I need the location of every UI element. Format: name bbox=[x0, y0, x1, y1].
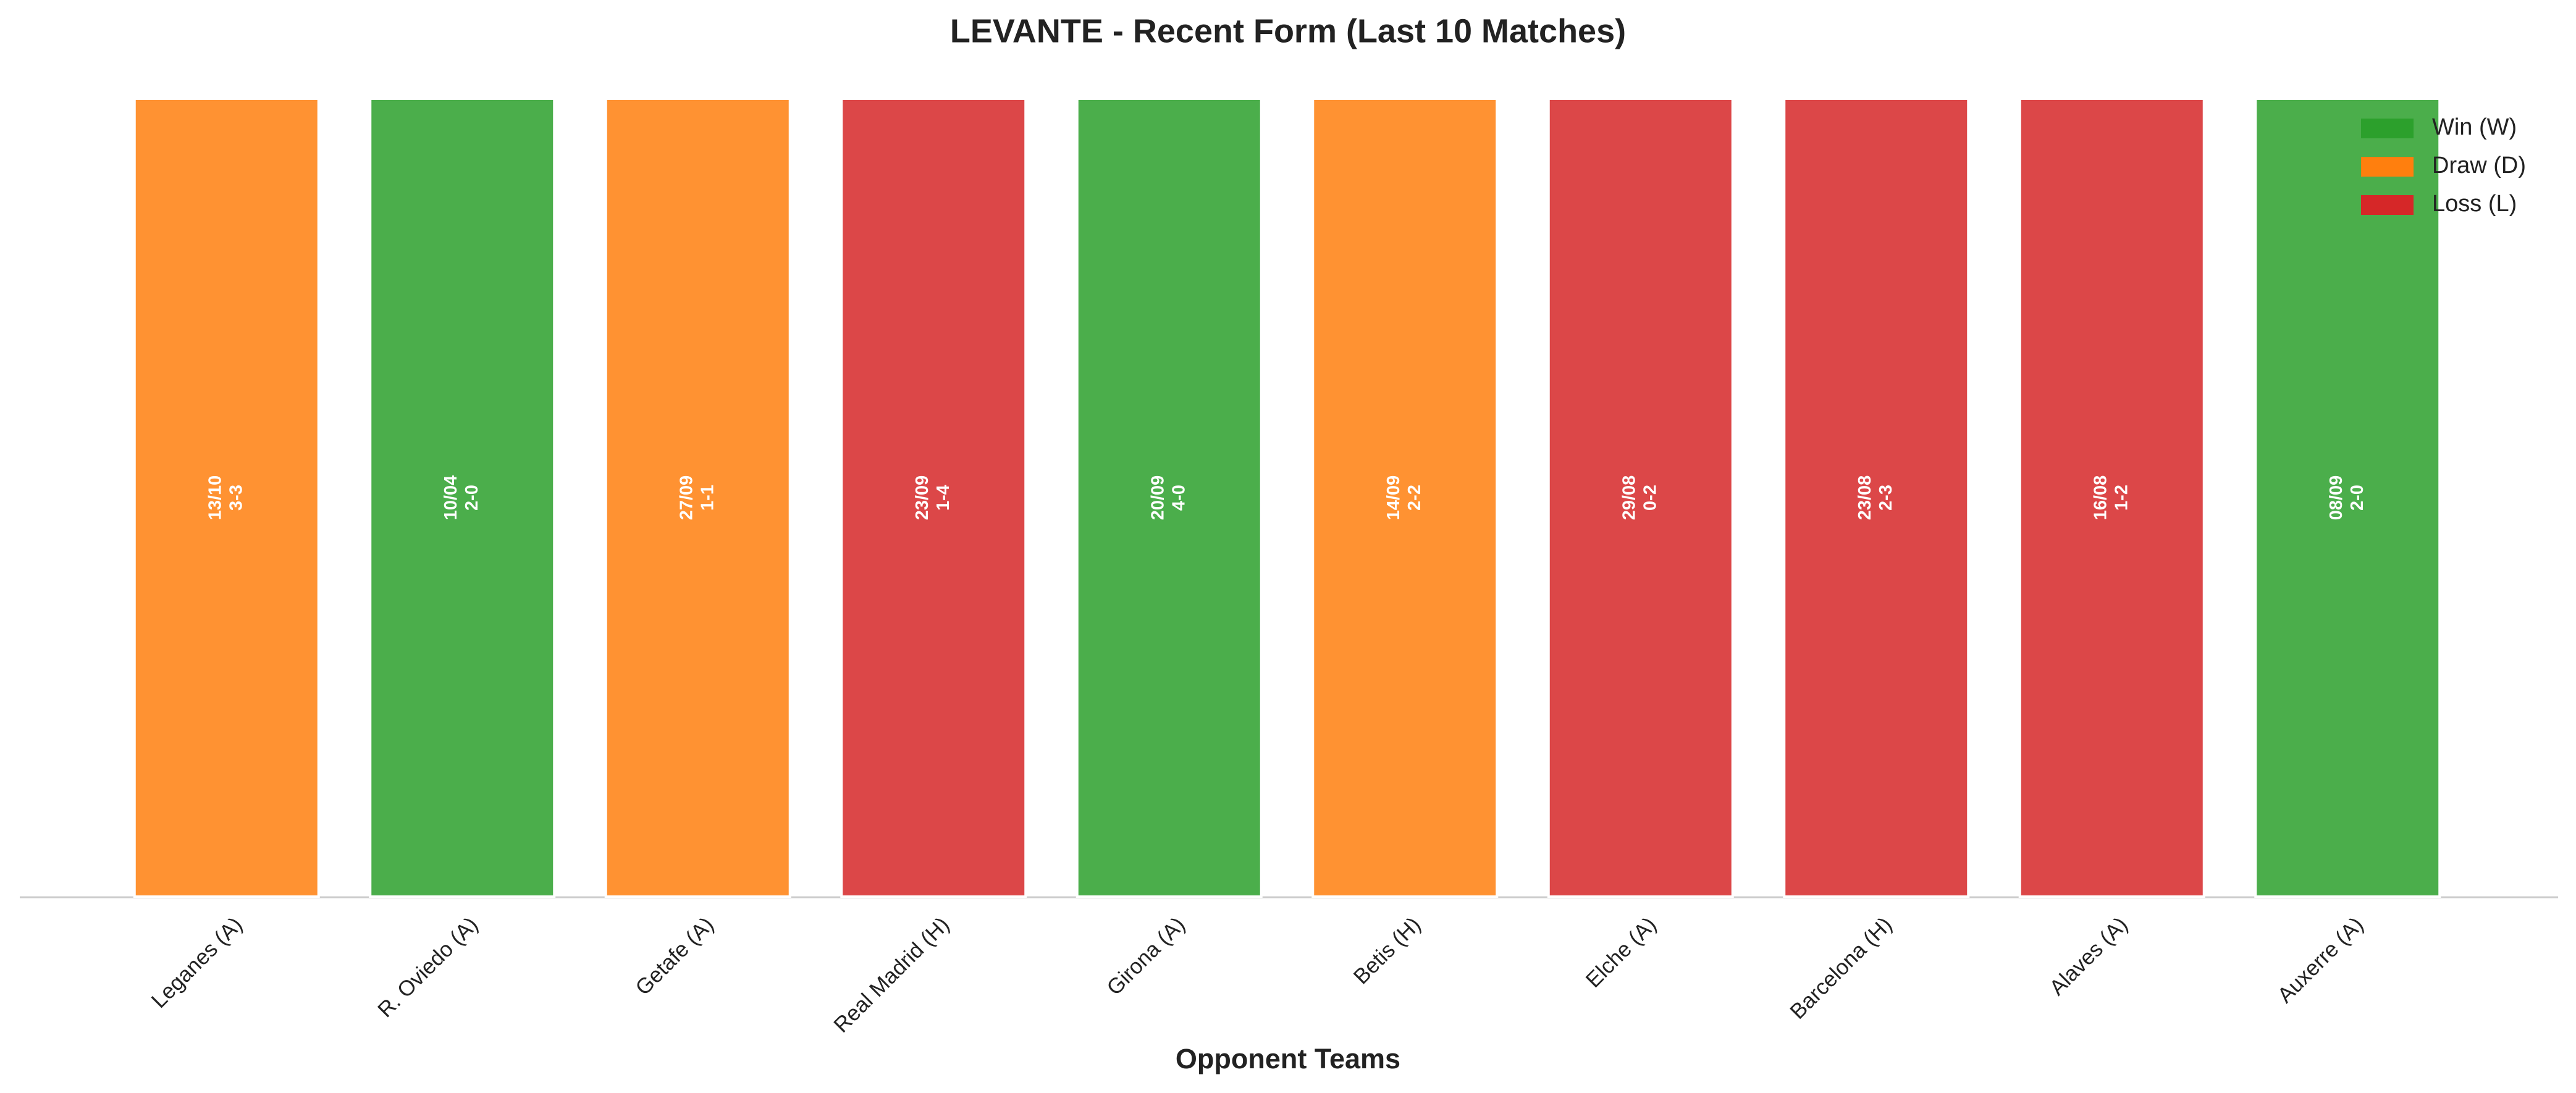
bar bbox=[2018, 98, 2205, 898]
bar bbox=[369, 98, 556, 898]
bar bbox=[1783, 98, 1970, 898]
chart-title: LEVANTE - Recent Form (Last 10 Matches) bbox=[950, 12, 1626, 49]
bar-date-label: 29/08 bbox=[1619, 475, 1639, 521]
bar-score-label: 0-2 bbox=[1640, 485, 1660, 511]
bar bbox=[133, 98, 320, 898]
legend-label: Win (W) bbox=[2432, 114, 2517, 140]
bar bbox=[1075, 98, 1263, 898]
bar-score-label: 4-0 bbox=[1169, 485, 1189, 511]
bar-date-label: 27/09 bbox=[676, 475, 696, 521]
legend-label: Loss (L) bbox=[2432, 191, 2517, 217]
bar-date-label: 14/09 bbox=[1384, 475, 1404, 521]
bar-date-label: 13/10 bbox=[205, 475, 225, 521]
bar-score-label: 3-3 bbox=[226, 485, 246, 511]
legend-swatch bbox=[2361, 119, 2414, 138]
bar bbox=[604, 98, 791, 898]
bar bbox=[840, 98, 1027, 898]
bar-date-label: 20/09 bbox=[1148, 475, 1168, 521]
bar-score-label: 2-3 bbox=[1876, 485, 1896, 511]
bar-date-label: 08/09 bbox=[2326, 475, 2346, 521]
bar-score-label: 1-2 bbox=[2111, 485, 2131, 511]
bar-score-label: 2-2 bbox=[1405, 485, 1425, 511]
bar bbox=[2254, 98, 2441, 898]
x-axis-label: Opponent Teams bbox=[1176, 1043, 1400, 1074]
bar-score-label: 2-0 bbox=[2347, 485, 2367, 511]
bar-date-label: 16/08 bbox=[2090, 475, 2110, 521]
legend-label: Draw (D) bbox=[2432, 153, 2526, 178]
legend-swatch bbox=[2361, 195, 2414, 215]
legend-swatch bbox=[2361, 157, 2414, 177]
bar-date-label: 23/08 bbox=[1855, 475, 1875, 521]
bar-score-label: 2-0 bbox=[462, 485, 482, 511]
bar-date-label: 10/04 bbox=[441, 475, 461, 521]
bar-score-label: 1-1 bbox=[697, 485, 717, 511]
bar bbox=[1547, 98, 1734, 898]
bar bbox=[1311, 98, 1499, 898]
bar-date-label: 23/09 bbox=[912, 475, 932, 521]
bar-score-label: 1-4 bbox=[933, 485, 953, 511]
